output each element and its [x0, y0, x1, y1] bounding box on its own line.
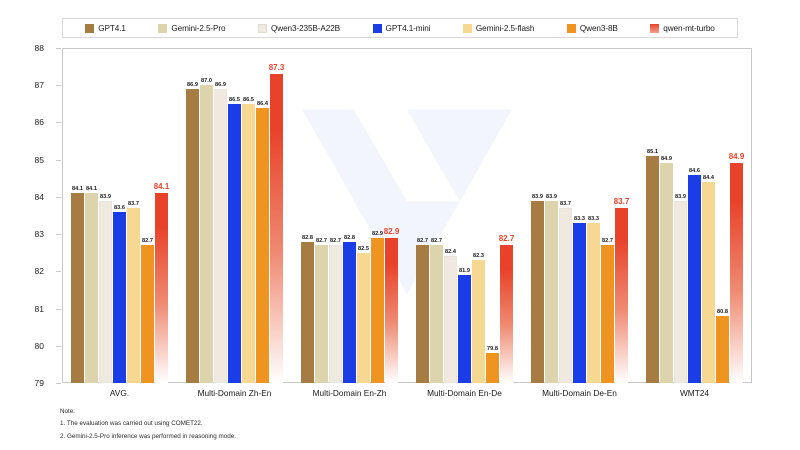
y-axis-tick-mark [56, 159, 61, 161]
y-axis-tick-mark [56, 196, 61, 198]
legend-swatch-icon [85, 23, 95, 33]
y-axis-tick-label: 81 [34, 303, 44, 314]
note-line: 1. The evaluation was carried out using … [60, 420, 203, 428]
chart-legend: GPT4.1 Gemini-2.5-Pro Qwen3-235B-A22B GPT4.… [62, 18, 738, 38]
legend-item[interactable]: Qwen3-235B-A22B [258, 23, 341, 33]
x-axis-category-label: Multi-Domain De-En [542, 388, 617, 398]
legend-item[interactable]: GPT4.1 [85, 23, 126, 33]
y-axis-tick-mark [56, 48, 61, 49]
legend-item[interactable]: Gemini-2.5-Pro [158, 23, 226, 33]
x-axis-category-label: Multi-Domain En-De [427, 388, 502, 398]
y-axis-tick-mark [56, 122, 61, 124]
legend-label: qwen-mt-turbo [663, 23, 715, 33]
x-axis-category-label: Multi-Domain Zh-En [197, 388, 272, 398]
x-axis-category-label: AVG. [109, 388, 130, 398]
legend-swatch-icon [372, 23, 382, 33]
legend-swatch-icon [158, 23, 168, 33]
legend-swatch-icon [650, 23, 660, 33]
plot-area [62, 48, 752, 383]
x-axis-category-label: Multi-Domain En-Zh [312, 388, 387, 398]
legend-swatch-icon [258, 23, 267, 33]
y-axis-tick-label: 85 [34, 154, 44, 165]
legend-swatch-icon [566, 23, 576, 33]
legend-item[interactable]: qwen-mt-turbo [650, 23, 715, 33]
note-line: 2. Gemini-2.5-Pro inference was performe… [60, 432, 237, 440]
legend-swatch-icon [462, 23, 472, 33]
y-axis-tick-label: 84 [34, 191, 44, 202]
y-axis-tick-mark [56, 345, 61, 347]
y-axis-tick-mark [56, 308, 61, 310]
y-axis-tick-mark [56, 85, 61, 87]
legend-label: GPT4.1 [98, 23, 126, 33]
y-axis-tick-label: 88 [34, 43, 44, 53]
notes-title: Note: [60, 408, 76, 415]
legend-item[interactable]: Gemini-2.5-flash [462, 23, 535, 33]
y-axis-tick-mark [56, 271, 61, 273]
y-axis-tick-mark [56, 234, 61, 236]
y-axis-tick-label: 87 [34, 80, 44, 91]
legend-label: Gemini-2.5-flash [475, 23, 535, 33]
watermark-logo [302, 109, 512, 295]
legend-label: Qwen3-8B [579, 23, 618, 33]
y-axis-tick-label: 86 [34, 117, 44, 128]
y-axis-tick-mark [56, 383, 61, 384]
legend-label: Gemini-2.5-Pro [171, 23, 226, 33]
legend-item[interactable]: Qwen3-8B [566, 23, 618, 33]
legend-label: GPT4.1-mini [385, 23, 431, 33]
y-axis-tick-label: 82 [34, 266, 44, 277]
legend-label: Qwen3-235B-A22B [271, 23, 341, 33]
y-axis-tick-label: 80 [34, 340, 44, 351]
chart-notes: Note: 1. The evaluation was carried out … [60, 406, 236, 443]
legend-item[interactable]: GPT4.1-mini [372, 23, 431, 33]
x-axis-category-label: WMT24 [679, 388, 710, 398]
y-axis-tick-label: 79 [34, 378, 44, 388]
y-axis-tick-label: 83 [34, 229, 44, 240]
